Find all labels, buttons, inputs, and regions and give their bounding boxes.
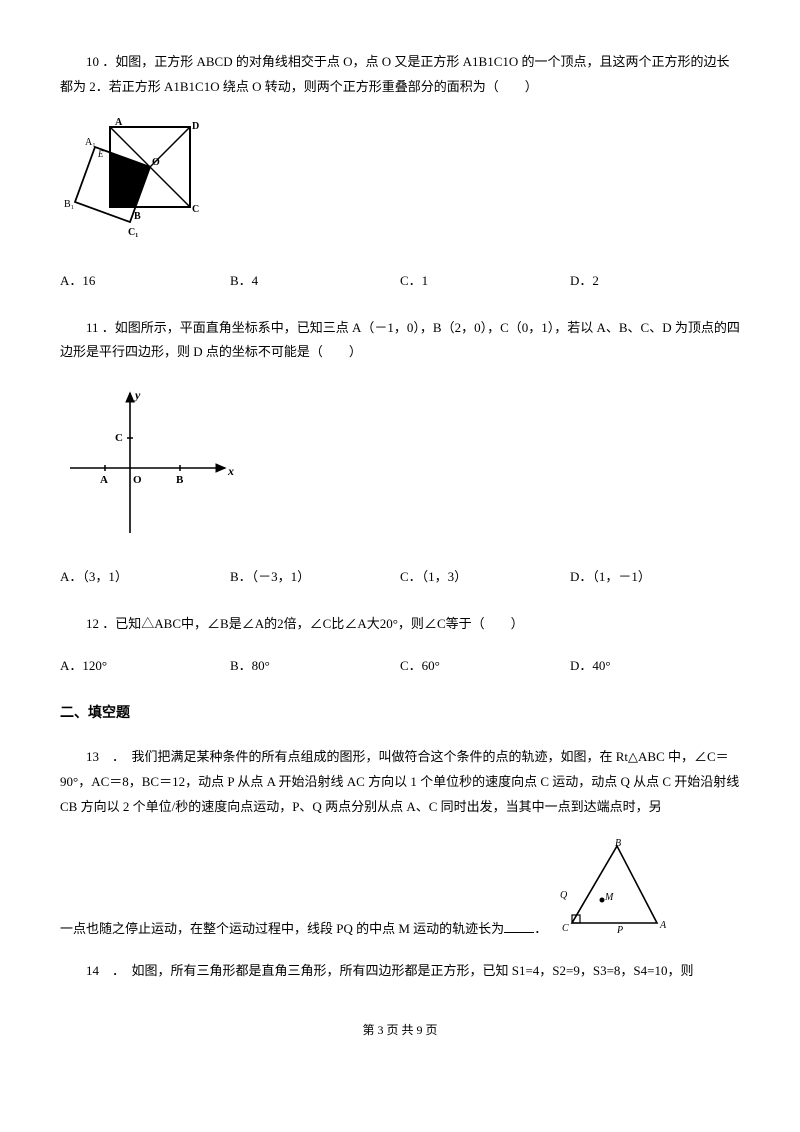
- q13-text1: 13 ． 我们把满足某种条件的所有点组成的图形，叫做符合这个条件的点的轨迹，如图…: [60, 745, 740, 819]
- q12-m7: ，则: [398, 616, 424, 631]
- q11-choice-d: D．（1，－1）: [570, 565, 740, 590]
- q13-blank: [504, 920, 534, 933]
- q12-m1: 中，: [181, 616, 207, 631]
- q12-c-pre: C．: [400, 658, 422, 673]
- q13-lbl-C: C: [562, 923, 569, 933]
- q12-b-val: 80°: [252, 658, 270, 673]
- q12-choice-a: A．120°: [60, 654, 230, 679]
- q12-angB: ∠B: [207, 616, 229, 631]
- q12-angC2: ∠C: [424, 616, 446, 631]
- q13-text2: 一点也随之停止运动，在整个运动过程中，线段 PQ 的中点 M 运动的轨迹长为 ．: [60, 917, 547, 942]
- q10-label-E: E: [97, 149, 104, 159]
- q12-choice-d: D．40°: [570, 654, 740, 679]
- q10-choices: A．16 B．4 C．1 D．2: [60, 269, 740, 294]
- q11-pt-A: A: [100, 474, 108, 486]
- q12-d-pre: D．: [570, 658, 592, 673]
- q10-choice-b: B．4: [230, 269, 400, 294]
- q11-choice-b: B．（－3，1）: [230, 565, 400, 590]
- q12-b-pre: B．: [230, 658, 252, 673]
- q10-label-O: O: [152, 157, 160, 168]
- q13-lbl-M: M: [604, 892, 614, 903]
- q12-angA2: ∠A: [344, 616, 366, 631]
- q12-tri: △ABC: [141, 616, 181, 631]
- q11-axis-y: y: [133, 388, 141, 402]
- q12-m4: 倍，: [284, 616, 310, 631]
- q10-choice-c: C．1: [400, 269, 570, 294]
- q12-angA: ∠A: [242, 616, 264, 631]
- q13-lbl-B: B: [615, 838, 621, 849]
- q12-a-pre: A．: [60, 658, 82, 673]
- q12-prefix: 12 ．已知: [86, 616, 141, 631]
- q12-c-val: 60°: [422, 658, 440, 673]
- q10-label-C: C: [192, 204, 199, 215]
- q14-text: 14 ． 如图，所有三角形都是直角三角形，所有四边形都是正方形，已知 S1=4，…: [60, 959, 740, 984]
- q12-angC: ∠C: [310, 616, 332, 631]
- page-footer: 第 3 页 共 9 页: [60, 1019, 740, 1042]
- q13-lbl-Q: Q: [560, 890, 568, 901]
- q11-figure: y x A O B C: [60, 383, 740, 547]
- q11-text: 11 ．如图所示，平面直角坐标系中，已知三点 A（－1，0），B（2，0），C（…: [60, 316, 740, 365]
- q12-m6: 大: [367, 616, 380, 631]
- q11-pt-B: B: [176, 474, 184, 486]
- q10-label-B1: B₁: [64, 199, 74, 210]
- q12-choice-c: C．60°: [400, 654, 570, 679]
- q10-text: 10 ．如图，正方形 ABCD 的对角线相交于点 O，点 O 又是正方形 A1B…: [60, 50, 740, 99]
- q12-a-val: 120°: [82, 658, 107, 673]
- q10-label-A1: A₁: [85, 137, 96, 148]
- q12-choice-b: B．80°: [230, 654, 400, 679]
- q12-suffix: 等于（ ）: [446, 616, 524, 631]
- q10-label-B: B: [134, 211, 141, 222]
- q11-choice-c: C．（1，3）: [400, 565, 570, 590]
- q10-choice-a: A．16: [60, 269, 230, 294]
- q12-choices: A．120° B．80° C．60° D．40°: [60, 654, 740, 679]
- q11-choices: A．（3，1） B．（－3，1） C．（1，3） D．（1，－1）: [60, 565, 740, 590]
- q13-lbl-A: A: [659, 920, 667, 931]
- q11-axis-x: x: [227, 464, 234, 478]
- q12-m2: 是: [229, 616, 242, 631]
- q12-text: 12 ．已知△ABC中，∠B是∠A的2倍，∠C比∠A大20°，则∠C等于（ ）: [60, 612, 740, 637]
- q11-pt-O: O: [133, 474, 142, 486]
- section2-title: 二、填空题: [60, 701, 740, 728]
- q13-text2-post: ．: [534, 921, 547, 936]
- q13-text2-pre: 一点也随之停止运动，在整个运动过程中，线段 PQ 的中点 M 运动的轨迹长为: [60, 921, 504, 936]
- q13-lbl-P: P: [616, 925, 623, 933]
- q10-label-D: D: [192, 121, 199, 132]
- q10-figure: E A₁ A D O B₁ B C C₁: [60, 117, 740, 251]
- q10-label-C1: C₁: [128, 227, 138, 238]
- q12-twenty: 20°: [380, 616, 398, 631]
- q13-figure: Q B M C P A: [557, 838, 677, 942]
- q10-label-A: A: [115, 117, 123, 128]
- q11-pt-C: C: [115, 432, 123, 444]
- q12-d-val: 40°: [592, 658, 610, 673]
- q12-m3: 的: [264, 616, 277, 631]
- q10-choice-d: D．2: [570, 269, 740, 294]
- q12-m5: 比: [331, 616, 344, 631]
- q11-choice-a: A．（3，1）: [60, 565, 230, 590]
